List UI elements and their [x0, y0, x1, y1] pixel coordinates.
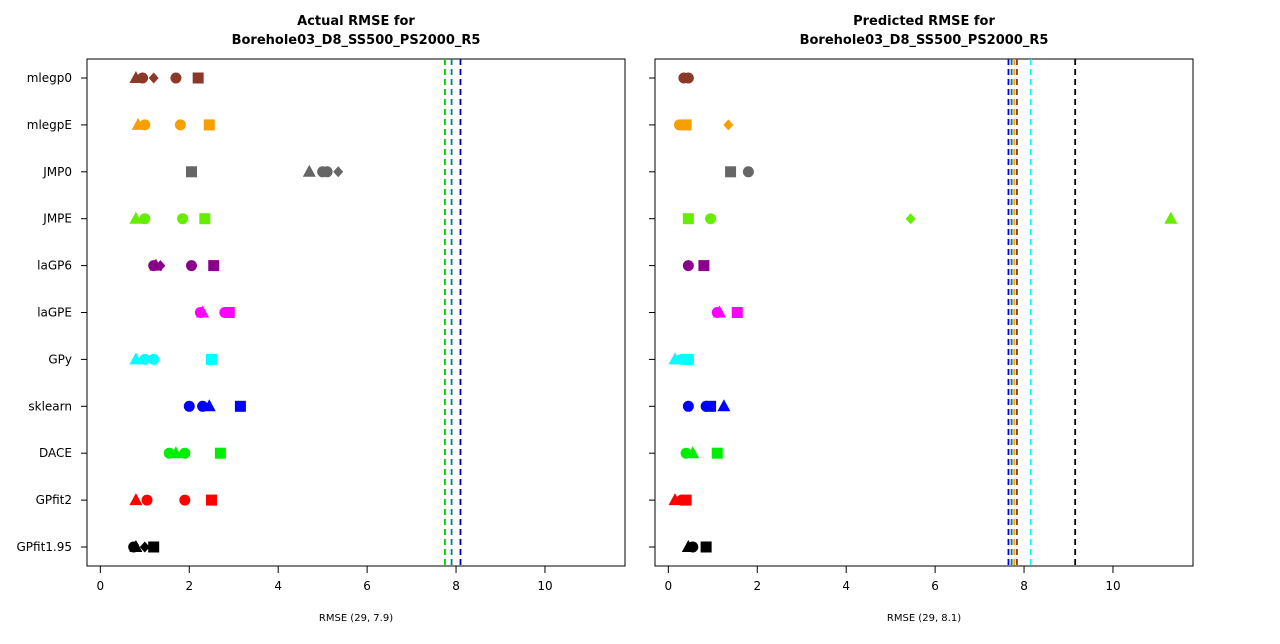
data-point	[682, 353, 694, 365]
data-point	[139, 353, 151, 365]
data-point	[725, 166, 737, 178]
data-point	[214, 447, 226, 459]
predicted-rmse-panel: Predicted RMSE for Borehole03_D8_SS500_P…	[649, 14, 1194, 624]
data-point	[205, 494, 217, 506]
data-point	[203, 119, 215, 131]
data-point	[129, 493, 143, 506]
data-point	[717, 399, 731, 412]
data-point	[1164, 211, 1178, 224]
data-point	[139, 119, 151, 131]
data-point	[148, 353, 160, 365]
data-point	[141, 494, 153, 506]
data-point	[682, 260, 694, 272]
data-point	[302, 164, 316, 177]
data-point	[155, 260, 166, 272]
chart-title-line1: Actual RMSE for	[297, 14, 415, 29]
data-point	[148, 541, 160, 553]
x-tick-label: 2	[185, 579, 193, 593]
x-tick-label: 0	[665, 579, 673, 593]
x-tick-label: 8	[1020, 579, 1028, 593]
actual-rmse-panel: Actual RMSE for Borehole03_D8_SS500_PS20…	[16, 14, 626, 624]
x-tick-label: 4	[842, 579, 850, 593]
chart-title-line2: Borehole03_D8_SS500_PS2000_R5	[232, 33, 481, 48]
y-category-label: JMP0	[42, 165, 72, 179]
data-point	[199, 213, 211, 225]
data-point	[205, 353, 217, 365]
data-point	[682, 72, 694, 84]
data-point	[148, 72, 159, 84]
data-point	[687, 541, 699, 553]
x-tick-label: 6	[931, 579, 939, 593]
data-point	[170, 72, 182, 84]
data-point	[234, 400, 246, 412]
data-point	[680, 119, 692, 131]
data-point	[183, 400, 195, 412]
x-tick-label: 4	[274, 579, 282, 593]
data-point	[711, 447, 723, 459]
data-point	[185, 260, 197, 272]
chart-title-line2: Borehole03_D8_SS500_PS2000_R5	[800, 33, 1049, 48]
y-category-label: laGPE	[37, 306, 72, 320]
x-tick-label: 0	[97, 579, 105, 593]
data-point	[712, 305, 726, 318]
x-tick-label: 8	[452, 579, 460, 593]
data-point	[139, 213, 151, 225]
data-point	[698, 260, 710, 272]
data-point	[192, 72, 204, 84]
data-point	[333, 166, 344, 178]
x-tick-label: 2	[753, 579, 761, 593]
data-point	[682, 400, 694, 412]
data-point	[682, 213, 694, 225]
x-tick-label: 10	[537, 579, 552, 593]
data-point	[742, 166, 754, 178]
data-point	[700, 541, 712, 553]
data-point	[680, 494, 692, 506]
x-axis-label: RMSE (29, 7.9)	[319, 613, 393, 624]
data-point	[705, 400, 717, 412]
plot-frame	[86, 58, 626, 567]
x-axis-label: RMSE (29, 8.1)	[887, 613, 961, 624]
data-point	[223, 307, 235, 318]
data-point	[705, 213, 717, 225]
data-point	[208, 260, 220, 272]
y-category-label: DACE	[39, 446, 72, 460]
data-point	[129, 211, 143, 224]
y-category-label: GPfit2	[36, 493, 72, 507]
data-point	[905, 213, 916, 225]
data-point	[169, 446, 183, 459]
data-point	[137, 72, 149, 84]
y-category-label: mlegpE	[27, 118, 72, 132]
data-point	[686, 446, 700, 459]
data-point	[139, 541, 150, 553]
y-category-label: GPfit1.95	[16, 540, 72, 554]
chart-title-line1: Predicted RMSE for	[853, 14, 995, 29]
y-category-label: GPy	[48, 352, 72, 366]
data-point	[129, 540, 143, 552]
data-point	[179, 447, 191, 459]
data-point	[185, 166, 197, 178]
y-category-label: mlegp0	[27, 71, 72, 85]
data-point	[723, 119, 734, 131]
data-point	[179, 494, 191, 506]
data-point	[731, 307, 743, 318]
data-point	[202, 399, 216, 412]
y-category-label: JMPE	[42, 212, 72, 226]
data-point	[196, 305, 210, 318]
x-tick-label: 10	[1105, 579, 1120, 593]
y-category-label: sklearn	[28, 399, 72, 413]
y-category-label: laGP6	[37, 259, 72, 273]
data-point	[177, 213, 189, 225]
data-point	[174, 119, 186, 131]
data-point	[129, 352, 143, 365]
data-point	[321, 166, 333, 178]
x-tick-label: 6	[363, 579, 371, 593]
